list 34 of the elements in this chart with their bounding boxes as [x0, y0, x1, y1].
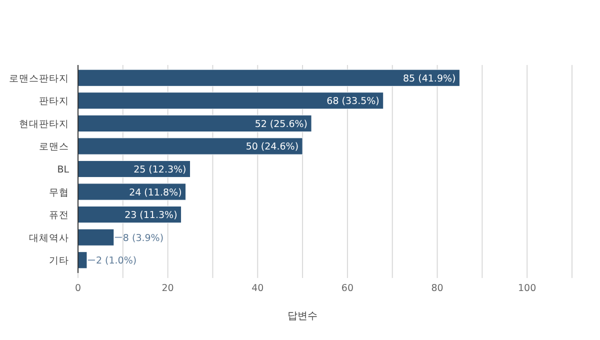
data-label: 52 (25.6%) — [254, 118, 308, 130]
y-tick-label: 대체역사 — [29, 232, 69, 244]
x-tick-label: 60 — [341, 283, 354, 294]
bar — [78, 206, 182, 224]
data-label: 23 (11.3%) — [124, 210, 178, 222]
data-label: 50 (24.6%) — [246, 142, 299, 153]
bar — [78, 228, 114, 246]
data-label: 24 (11.8%) — [129, 187, 182, 198]
data-label: 25 (12.3%) — [134, 164, 186, 176]
y-tick-label: 판타지 — [39, 96, 69, 108]
x-tick-label: 80 — [431, 283, 444, 294]
y-tick-label: 무협 — [49, 187, 69, 198]
y-tick-label: 퓨전 — [49, 210, 69, 222]
data-label: 85 (41.9%) — [403, 73, 456, 84]
bar — [78, 160, 191, 178]
bar — [78, 252, 88, 269]
data-label: 68 (33.5%) — [326, 96, 380, 108]
y-tick-label: 로맨스 — [39, 142, 69, 153]
y-tick-label: 기타 — [49, 256, 69, 267]
y-tick-label: 현대판타지 — [19, 118, 69, 130]
x-tick-label: 20 — [162, 283, 174, 294]
data-label: 8 (3.9%) — [122, 232, 164, 244]
y-tick-label: 로맨스판타지 — [9, 73, 69, 84]
x-tick-label: 100 — [518, 283, 536, 294]
bar — [78, 138, 303, 155]
x-axis-title: 답변수 — [288, 311, 318, 322]
x-tick-label: 0 — [74, 283, 82, 294]
y-tick-label: BL — [57, 164, 70, 176]
x-tick-label: 40 — [252, 283, 264, 294]
bar — [78, 92, 384, 110]
bar — [78, 114, 312, 132]
bar — [78, 69, 460, 86]
bar — [78, 183, 186, 200]
data-label: 2 (1.0%) — [96, 256, 137, 267]
